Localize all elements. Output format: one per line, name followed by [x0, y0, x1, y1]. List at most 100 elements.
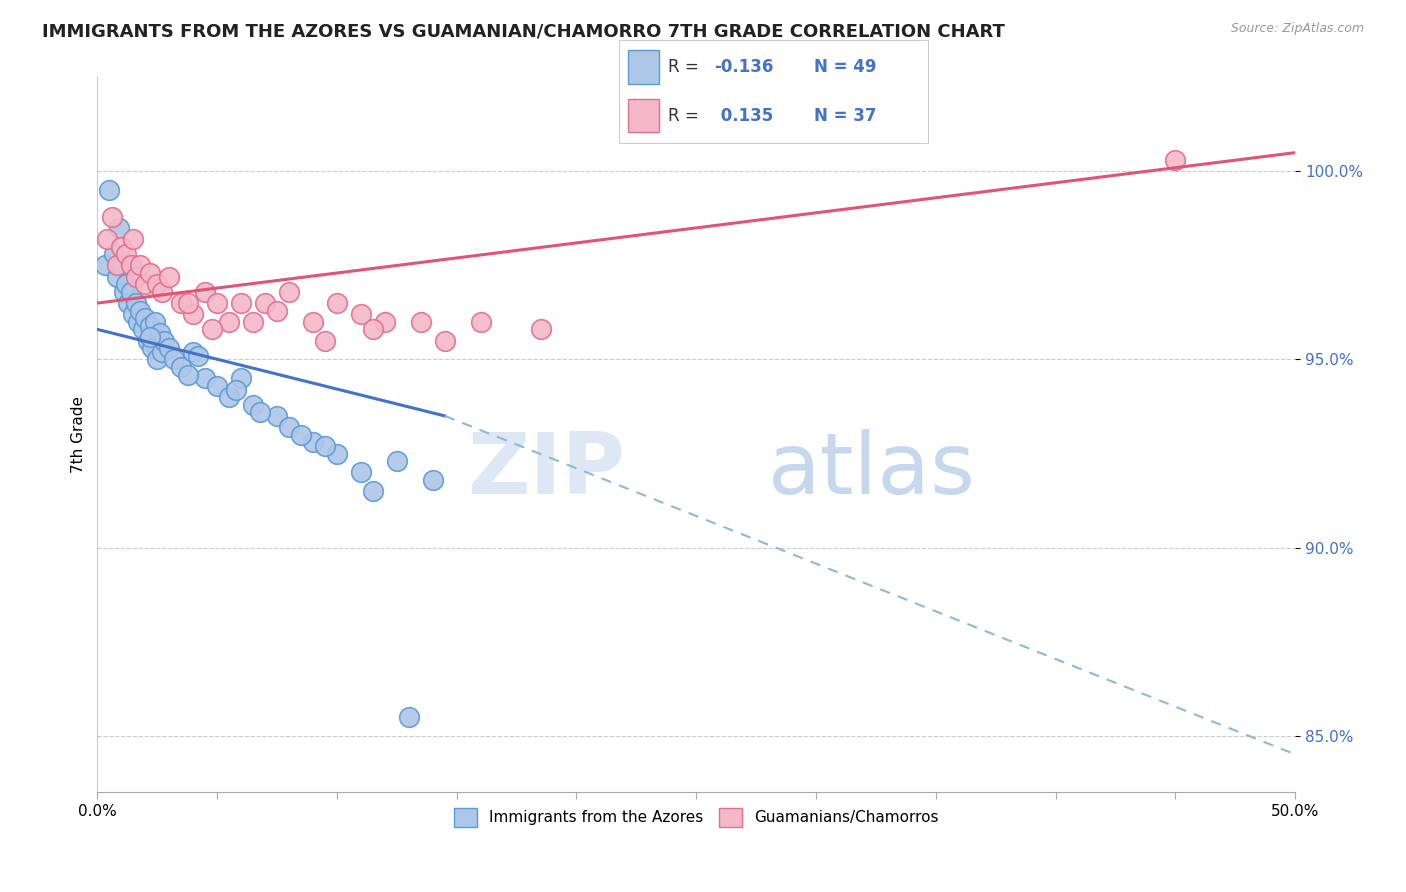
Point: [177, 368, 200, 382]
Point: [143, 315, 166, 329]
Point: [110, 259, 132, 273]
Point: [96, 232, 118, 246]
Point: [105, 259, 128, 273]
Point: [170, 296, 193, 310]
Point: [98, 183, 121, 197]
Point: [218, 390, 240, 404]
Point: [181, 307, 204, 321]
Point: [125, 296, 148, 310]
Point: [470, 315, 492, 329]
Point: [127, 315, 149, 329]
Point: [141, 341, 163, 355]
Point: [529, 322, 551, 336]
Point: [361, 484, 384, 499]
Point: [194, 285, 217, 299]
Text: atlas: atlas: [768, 429, 976, 512]
Point: [205, 296, 228, 310]
Point: [117, 296, 139, 310]
Point: [225, 383, 247, 397]
Text: Source: ZipAtlas.com: Source: ZipAtlas.com: [1230, 22, 1364, 36]
Point: [115, 277, 138, 292]
Point: [218, 315, 240, 329]
Text: N = 37: N = 37: [814, 106, 876, 125]
Point: [229, 296, 252, 310]
Point: [302, 315, 325, 329]
Point: [105, 269, 128, 284]
Point: [153, 334, 176, 348]
Point: [157, 341, 180, 355]
Point: [134, 311, 156, 326]
Point: [249, 405, 271, 419]
Text: ZIP: ZIP: [467, 429, 624, 512]
Point: [100, 210, 122, 224]
Point: [120, 285, 142, 299]
Point: [129, 259, 152, 273]
Point: [122, 307, 145, 321]
Point: [187, 349, 209, 363]
Text: -0.136: -0.136: [714, 58, 773, 77]
Text: IMMIGRANTS FROM THE AZORES VS GUAMANIAN/CHAMORRO 7TH GRADE CORRELATION CHART: IMMIGRANTS FROM THE AZORES VS GUAMANIAN/…: [42, 22, 1005, 40]
Point: [254, 296, 277, 310]
Point: [181, 345, 204, 359]
Point: [136, 334, 159, 348]
Point: [163, 352, 186, 367]
Text: N = 49: N = 49: [814, 58, 876, 77]
Point: [266, 303, 288, 318]
Text: R =: R =: [668, 58, 704, 77]
Point: [361, 322, 384, 336]
Point: [177, 296, 200, 310]
Point: [266, 409, 288, 423]
Point: [170, 359, 193, 374]
Point: [290, 427, 312, 442]
Point: [326, 296, 349, 310]
Point: [139, 266, 162, 280]
Point: [103, 247, 125, 261]
Point: [194, 371, 217, 385]
Point: [93, 259, 115, 273]
Point: [242, 398, 264, 412]
Y-axis label: 7th Grade: 7th Grade: [72, 396, 86, 473]
Point: [149, 326, 172, 341]
Point: [122, 232, 145, 246]
Point: [129, 303, 152, 318]
Point: [302, 435, 325, 450]
Point: [350, 465, 373, 479]
Bar: [628, 50, 659, 84]
Point: [374, 315, 396, 329]
Point: [398, 710, 420, 724]
Point: [242, 315, 264, 329]
Point: [150, 345, 173, 359]
Point: [1164, 153, 1187, 168]
Point: [110, 240, 132, 254]
Point: [314, 439, 336, 453]
Point: [146, 352, 169, 367]
Point: [205, 379, 228, 393]
Point: [120, 259, 142, 273]
Point: [150, 285, 173, 299]
Point: [350, 307, 373, 321]
Point: [326, 446, 349, 460]
Point: [157, 269, 180, 284]
Point: [139, 330, 162, 344]
Point: [112, 285, 135, 299]
Point: [139, 318, 162, 333]
Point: [278, 420, 301, 434]
Point: [433, 334, 456, 348]
Legend: Immigrants from the Azores, Guamanians/Chamorros: Immigrants from the Azores, Guamanians/C…: [447, 800, 946, 834]
Point: [314, 334, 336, 348]
Point: [134, 277, 156, 292]
Point: [132, 322, 155, 336]
Point: [125, 269, 148, 284]
Bar: [628, 99, 659, 132]
Point: [422, 473, 444, 487]
Point: [115, 247, 138, 261]
Point: [385, 454, 408, 468]
Point: [146, 277, 169, 292]
Point: [278, 285, 301, 299]
Point: [108, 220, 131, 235]
Point: [201, 322, 224, 336]
Point: [229, 371, 252, 385]
Text: 0.135: 0.135: [714, 106, 773, 125]
Point: [409, 315, 432, 329]
Text: R =: R =: [668, 106, 704, 125]
